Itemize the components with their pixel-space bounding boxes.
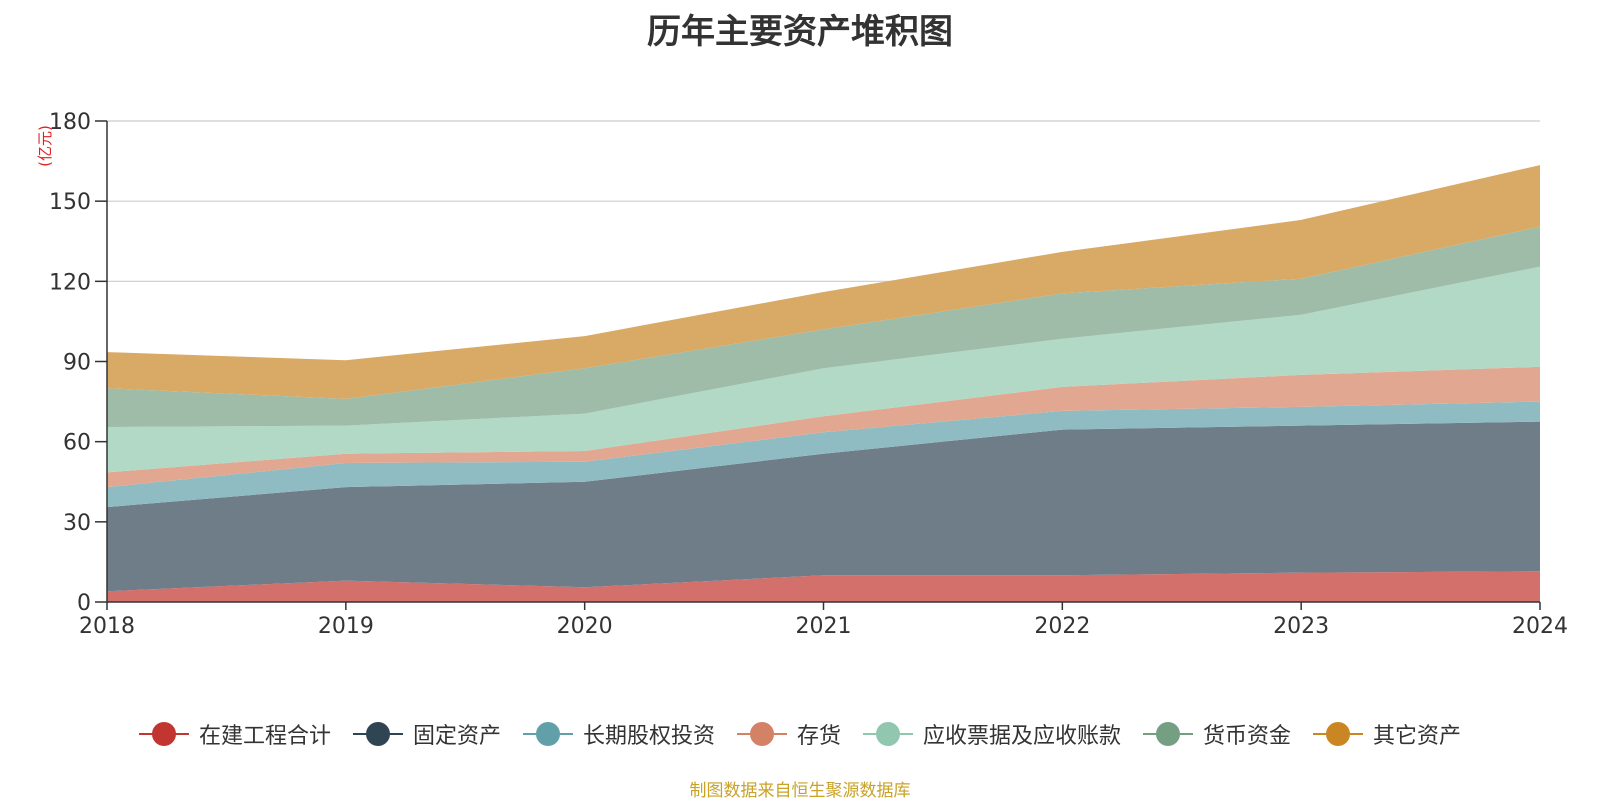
area-series-0 [107, 571, 1540, 602]
x-tick-label-2024: 2024 [1512, 614, 1568, 639]
legend-label: 固定资产 [412, 724, 501, 749]
area-series-5 [107, 226, 1540, 427]
axis-layer [95, 120, 1541, 610]
y-axis-unit-label: (亿元) [36, 125, 54, 167]
area-series-1 [107, 421, 1540, 592]
y-tick-label-180: 180 [49, 110, 91, 135]
chart-title: 历年主要资产堆积图 [647, 12, 953, 52]
x-tick-label-2023: 2023 [1273, 614, 1329, 639]
legend-label: 应收票据及应收账款 [923, 724, 1122, 749]
x-tick-label-2021: 2021 [796, 614, 852, 639]
legend-item-2[interactable]: 长期股权投资 [522, 718, 715, 750]
area-series-3 [107, 366, 1540, 488]
legend-marker-dot [151, 722, 176, 746]
legend-marker-icon [522, 722, 573, 746]
legend-marker-dot [1326, 722, 1351, 746]
x-tick-label-2020: 2020 [557, 614, 613, 639]
legend-item-3[interactable]: 存货 [736, 718, 841, 750]
legend-marker-dot [1156, 722, 1181, 746]
legend-label: 其它资产 [1373, 724, 1462, 749]
legend-marker-icon [736, 722, 787, 746]
y-tick-label-120: 120 [49, 270, 91, 295]
y-tick-label-90: 90 [63, 351, 91, 376]
legend-marker-dot [365, 722, 390, 746]
legend-marker-icon [1313, 722, 1364, 746]
legend-item-1[interactable]: 固定资产 [352, 718, 501, 750]
x-tick-label-2018: 2018 [79, 614, 135, 639]
legend-marker-dot [749, 722, 774, 746]
label-layer: 0 30 60 90 120 150 180 2018 2019 2020 2021 2022 2023… [36, 110, 1568, 639]
legend-marker-icon [352, 722, 403, 746]
legend-item-0[interactable]: 在建工程合计 [138, 718, 331, 750]
legend: 在建工程合计 固定资产 长期股权投资 存货 应收票据及应收账款 货币资金 其它资产 [0, 718, 1600, 750]
y-tick-label-30: 30 [63, 511, 91, 536]
area-series-2 [107, 401, 1540, 508]
x-tick-label-2019: 2019 [318, 614, 374, 639]
y-tick-label-150: 150 [49, 190, 91, 215]
x-tick-label-2022: 2022 [1034, 614, 1090, 639]
area-series-4 [107, 266, 1540, 473]
legend-label: 在建工程合计 [198, 724, 331, 749]
legend-label: 存货 [796, 724, 841, 749]
y-tick-label-0: 0 [77, 591, 91, 616]
area-layer [107, 165, 1540, 602]
legend-marker-dot [535, 722, 560, 746]
source-note: 制图数据来自恒生聚源数据库 [689, 781, 911, 801]
legend-item-6[interactable]: 其它资产 [1313, 718, 1461, 750]
legend-item-5[interactable]: 货币资金 [1143, 718, 1291, 750]
legend-label: 货币资金 [1203, 724, 1292, 749]
legend-label: 长期股权投资 [582, 724, 715, 749]
area-series-6 [107, 165, 1540, 399]
legend-marker-icon [138, 722, 189, 746]
legend-marker-icon [863, 722, 913, 746]
legend-marker-icon [1143, 722, 1194, 746]
legend-item-4[interactable]: 应收票据及应收账款 [863, 718, 1121, 750]
y-tick-label-60: 60 [63, 431, 91, 456]
legend-marker-dot [876, 722, 900, 746]
